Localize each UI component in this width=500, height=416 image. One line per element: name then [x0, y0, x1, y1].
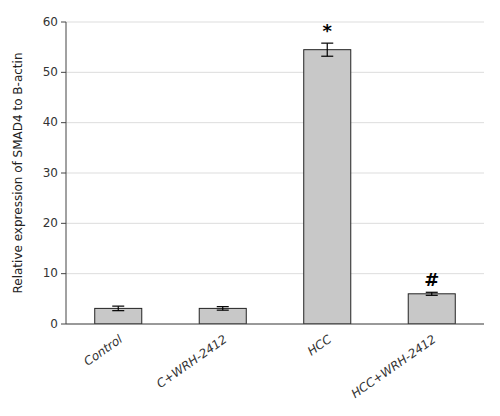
- y-tick-label: 20: [43, 216, 58, 230]
- error-cap: [217, 306, 229, 307]
- y-tick-label: 40: [43, 115, 58, 129]
- y-tick: [61, 72, 66, 73]
- y-tick: [61, 223, 66, 224]
- chart: 0 10 20 30 40 50 60 Control C+WRH-2412 HCC HCC+WRH…: [0, 0, 500, 416]
- x-axis: [66, 324, 484, 325]
- y-tick-label: 50: [43, 65, 58, 79]
- error-cap: [112, 310, 124, 311]
- x-tick-label: HCC+WRH-2412: [349, 332, 439, 401]
- error-cap: [112, 306, 124, 307]
- y-tick-label: 30: [43, 166, 58, 180]
- y-tick: [61, 324, 66, 325]
- annotation: #: [424, 269, 439, 290]
- y-tick: [61, 173, 66, 174]
- error-cap: [321, 43, 333, 44]
- bar: [95, 308, 142, 324]
- error-cap: [321, 56, 333, 57]
- y-tick-label: 10: [43, 266, 58, 280]
- grid-line: [66, 72, 484, 73]
- grid-line: [66, 324, 484, 325]
- y-axis: [66, 22, 67, 324]
- error-cap: [426, 292, 438, 293]
- error-line: [118, 306, 119, 311]
- grid-line: [66, 273, 484, 274]
- error-bar: [112, 306, 124, 311]
- y-tick-label: 60: [43, 15, 58, 29]
- y-tick-label: 0: [50, 317, 58, 331]
- grid-line: [66, 22, 484, 23]
- grid: [66, 22, 484, 324]
- x-tick-label: HCC: [305, 332, 335, 359]
- error-bar: [321, 43, 333, 56]
- y-tick: [61, 122, 66, 123]
- y-tick: [61, 22, 66, 23]
- grid-line: [66, 223, 484, 224]
- bar: [199, 308, 246, 324]
- grid-line: [66, 173, 484, 174]
- chart-container: 0 10 20 30 40 50 60 Control C+WRH-2412 HCC HCC+WRH…: [0, 0, 500, 416]
- error-line: [327, 43, 328, 56]
- error-bar: [426, 292, 438, 295]
- bar: [304, 50, 351, 324]
- bar: [408, 294, 455, 324]
- y-axis-label: Relative expression of SMAD4 to B-actin: [11, 52, 25, 293]
- x-tick-label: C+WRH-2412: [154, 332, 230, 391]
- grid-line: [66, 122, 484, 123]
- plot-area: [95, 43, 456, 324]
- error-cap: [426, 295, 438, 296]
- error-cap: [217, 310, 229, 311]
- annotation: *: [323, 20, 333, 41]
- y-tick: [61, 273, 66, 274]
- error-bar: [217, 307, 229, 311]
- x-tick-label: Control: [81, 332, 125, 369]
